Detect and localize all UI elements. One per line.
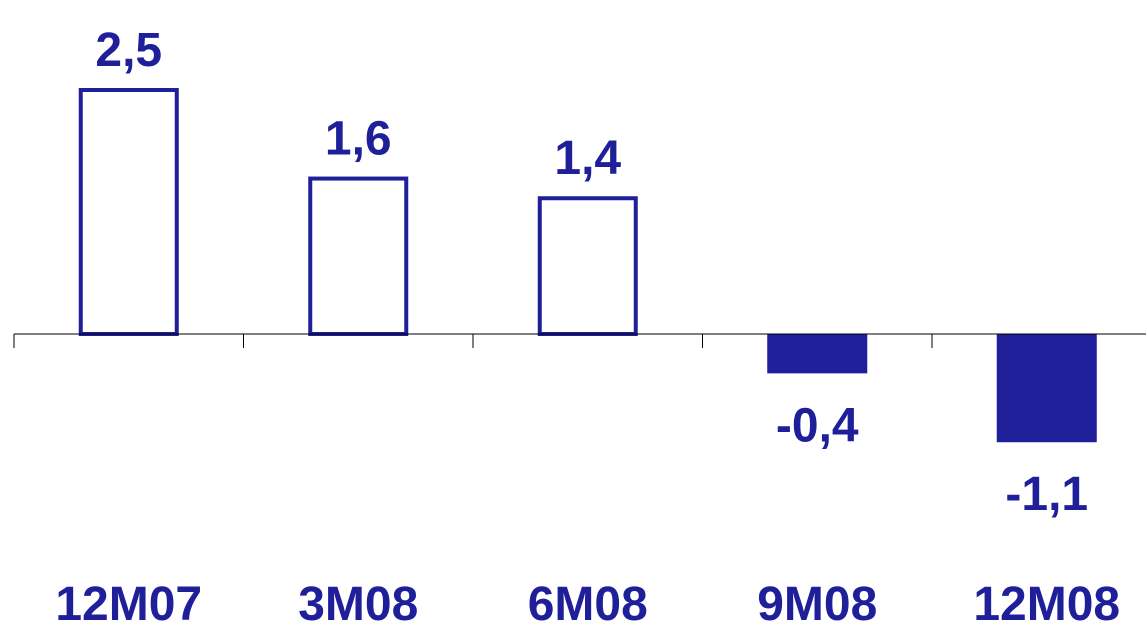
bar-12m07 xyxy=(78,88,179,336)
value-label-3m08: 1,6 xyxy=(325,113,392,166)
value-label-6m08: 1,4 xyxy=(554,132,621,185)
value-label-12m08: -1,1 xyxy=(1005,468,1088,521)
x-axis xyxy=(13,333,1146,348)
category-label-6m08: 6M08 xyxy=(528,578,648,621)
bar-12m08 xyxy=(996,334,1097,443)
bar-9m08 xyxy=(767,334,868,374)
category-label-12m08: 12M08 xyxy=(973,578,1120,621)
category-label-9m08: 9M08 xyxy=(757,578,877,621)
category-labels: 12M07 3M08 6M08 9M08 12M08 xyxy=(55,578,1120,621)
category-label-3m08: 3M08 xyxy=(298,578,418,621)
bar-6m08 xyxy=(537,196,638,336)
value-labels: 2,5 1,6 1,4 -0,4 -1,1 xyxy=(95,24,1088,521)
value-label-12m07: 2,5 xyxy=(95,24,162,77)
value-label-9m08: -0,4 xyxy=(776,399,859,452)
category-label-12m07: 12M07 xyxy=(55,578,202,621)
bars-layer xyxy=(78,88,1097,443)
bar-3m08 xyxy=(308,176,409,336)
